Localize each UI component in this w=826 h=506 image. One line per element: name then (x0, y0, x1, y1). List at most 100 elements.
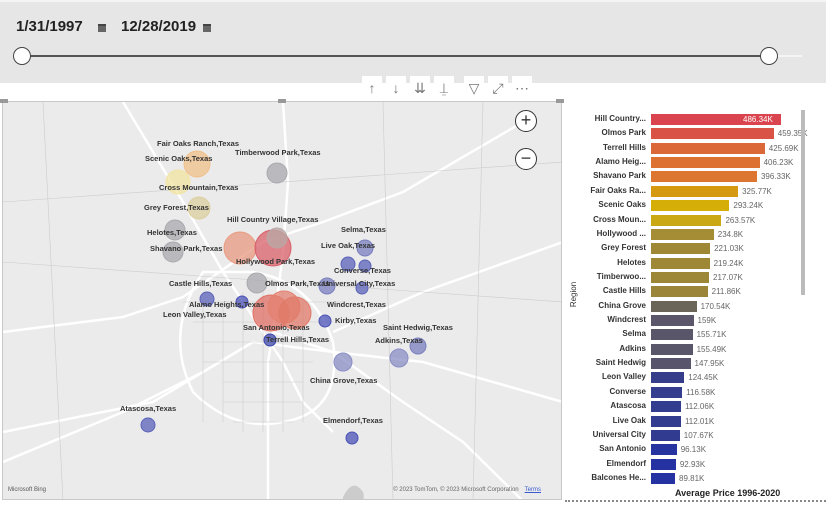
location-bubble[interactable] (183, 150, 211, 178)
data-label: 112.06K (684, 402, 715, 412)
location-bubble[interactable] (409, 337, 427, 355)
data-label: 459.35K (777, 129, 808, 139)
location-bubble[interactable] (318, 314, 332, 328)
more-options-icon[interactable]: ⋯ (512, 76, 532, 100)
bar[interactable] (651, 315, 694, 327)
map-location-label: Hill Country Village,Texas (227, 215, 319, 224)
location-bubble[interactable] (162, 241, 184, 263)
resize-handle[interactable] (278, 99, 286, 103)
location-bubble[interactable] (164, 219, 186, 241)
arrow-up-icon[interactable]: ↑ (362, 76, 382, 100)
bar[interactable] (651, 214, 722, 226)
data-label: 234.8K (717, 229, 744, 239)
location-bubble[interactable] (333, 352, 353, 372)
bar[interactable] (651, 473, 675, 484)
calendar-icon[interactable] (98, 24, 106, 32)
bar[interactable] (651, 343, 693, 355)
bar[interactable] (651, 128, 774, 140)
bar[interactable] (651, 386, 683, 398)
bar[interactable] (651, 228, 714, 240)
data-label: 155.49K (696, 344, 727, 354)
focus-mode-icon[interactable]: ⤢ (488, 76, 508, 100)
bar[interactable] (651, 243, 711, 255)
scrollbar[interactable] (801, 110, 805, 295)
arrow-down-icon[interactable]: ↓ (386, 76, 406, 100)
zoom-out-button[interactable]: − (515, 148, 537, 170)
bar[interactable] (651, 286, 708, 298)
bar[interactable] (651, 114, 781, 125)
location-bubble[interactable] (345, 431, 359, 445)
location-bubble[interactable] (355, 281, 369, 295)
category-label: Balcones He... (591, 473, 646, 482)
map-visual[interactable]: Fair Oaks Ranch,Texas Scenic Oaks,Texas Cr… (2, 101, 562, 500)
location-bubble[interactable] (278, 296, 312, 330)
bar[interactable] (651, 458, 676, 470)
data-label: 107.67K (683, 430, 714, 440)
slider-track[interactable] (22, 55, 770, 57)
bar[interactable] (651, 200, 730, 212)
location-bubble[interactable] (199, 291, 215, 307)
bar[interactable] (651, 401, 681, 413)
bar[interactable] (651, 358, 691, 370)
category-label: Live Oak (612, 415, 646, 425)
category-label: Hollywood ... (596, 228, 646, 238)
map-location-label: China Grove,Texas (310, 376, 378, 385)
resize-handle[interactable] (0, 99, 8, 103)
double-arrow-down-icon[interactable]: ⇊ (410, 76, 430, 100)
category-label: Saint Hedwig (595, 358, 646, 368)
category-label: Alamo Heig... (595, 157, 646, 167)
map-location-label: Hollywood Park,Texas (236, 257, 316, 266)
map-canvas[interactable] (3, 102, 562, 500)
data-label: 221.03K (714, 244, 744, 254)
terms-link[interactable]: Terms (524, 487, 541, 493)
location-bubble[interactable] (266, 227, 288, 249)
bar[interactable] (651, 142, 765, 154)
slider-track-remainder (770, 55, 802, 57)
bar[interactable] (651, 415, 681, 427)
location-bubble[interactable] (266, 162, 288, 184)
location-bubble[interactable] (246, 272, 268, 294)
bar[interactable] (651, 300, 697, 312)
map-location-label: Converse,Texas (334, 266, 391, 275)
category-label: Hill Country... (594, 114, 646, 123)
bar[interactable] (651, 372, 685, 384)
location-bubble[interactable] (389, 348, 409, 368)
filter-icon[interactable]: ▽ (464, 76, 484, 100)
location-bubble[interactable] (358, 259, 372, 273)
bar[interactable] (651, 329, 693, 341)
calendar-icon[interactable] (203, 24, 211, 32)
bar[interactable] (651, 257, 710, 269)
location-bubble[interactable] (318, 277, 336, 295)
end-date-input[interactable]: 12/28/2019 (121, 18, 197, 35)
bar[interactable] (651, 171, 757, 183)
data-label: 486.34K (743, 115, 773, 124)
data-label: 92.93K (679, 459, 706, 469)
location-bubble[interactable] (165, 169, 191, 195)
bar[interactable] (651, 429, 680, 441)
map-location-label: San Antonio,Texas (243, 323, 310, 332)
location-bubble[interactable] (235, 295, 249, 309)
map-location-label: Atascosa,Texas (120, 404, 177, 413)
location-bubble[interactable] (340, 256, 356, 272)
visual-header-toolbar: ↑ ↓ ⇊ ⍊ ▽ ⤢ ⋯ (362, 76, 532, 100)
bar[interactable] (651, 444, 677, 456)
data-label: 147.95K (694, 359, 725, 369)
location-bubble[interactable] (187, 196, 211, 220)
category-label: San Antonio (599, 444, 646, 454)
data-label: 211.86K (711, 287, 741, 297)
data-label: 406.23K (763, 158, 794, 168)
data-label: 124.45K (688, 373, 719, 383)
bar[interactable] (651, 271, 710, 283)
zoom-in-button[interactable]: + (515, 110, 537, 132)
slider-start-handle[interactable] (13, 47, 31, 65)
bar[interactable] (651, 157, 760, 169)
expand-hierarchy-icon[interactable]: ⍊ (434, 76, 454, 100)
category-label: Timberwoo... (596, 271, 646, 281)
bar[interactable] (651, 185, 739, 197)
slider-end-handle[interactable] (760, 47, 778, 65)
resize-handle[interactable] (556, 99, 564, 103)
location-bubble[interactable] (356, 239, 374, 257)
start-date-input[interactable]: 1/31/1997 (16, 18, 83, 35)
location-bubble[interactable] (263, 333, 277, 347)
location-bubble[interactable] (140, 417, 156, 433)
